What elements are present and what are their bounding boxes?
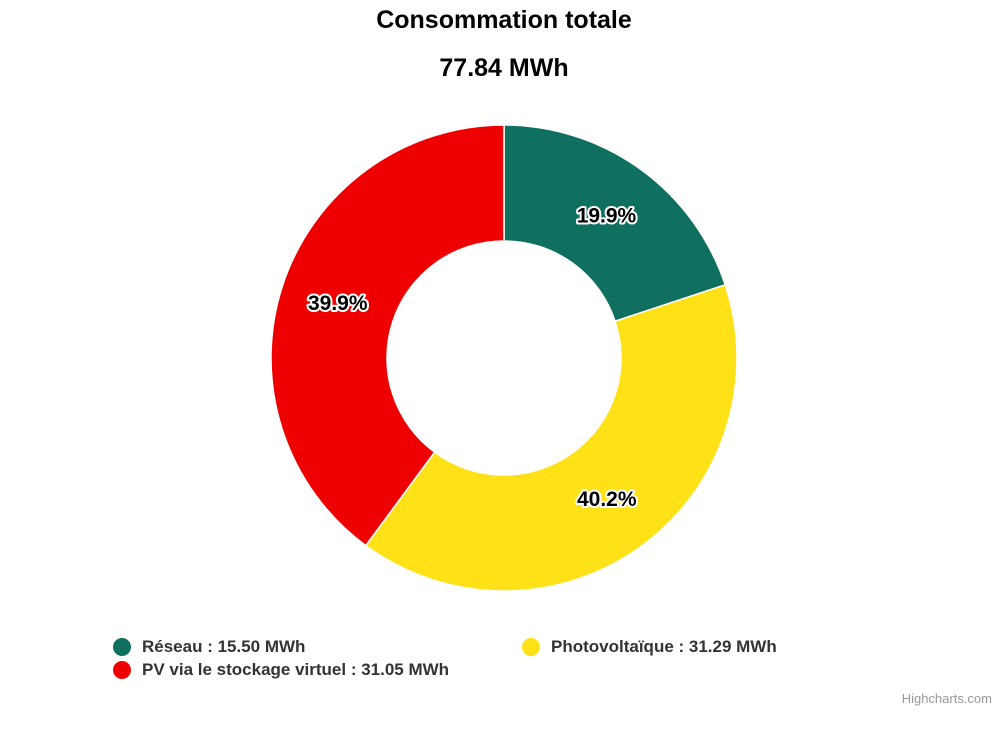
data-label-pv-via-le-stockage-virtuel: 39.9%: [308, 292, 368, 315]
credits-link[interactable]: Highcharts.com: [901, 691, 992, 706]
legend-dot-pv-stockage: [113, 661, 131, 679]
slice-reseau[interactable]: [503, 124, 727, 323]
legend-item-photovoltaique[interactable]: Photovoltaïque : 31.29 MWh: [522, 637, 777, 657]
legend-dot-reseau: [113, 638, 131, 656]
slice-photovoltaique[interactable]: [364, 283, 738, 592]
legend-label-photovoltaique: Photovoltaïque : 31.29 MWh: [551, 637, 777, 656]
legend-dot-photovoltaique: [522, 638, 540, 656]
data-label-reseau: 19.9%: [577, 205, 637, 228]
data-labels-group: 19.9% 40.2% 39.9%: [306, 203, 639, 514]
slice-pv-via-le-stockage-virtuel[interactable]: [270, 124, 505, 547]
legend-item-pv-stockage[interactable]: PV via le stockage virtuel : 31.05 MWh: [113, 660, 449, 680]
legend-item-reseau[interactable]: Réseau : 15.50 MWh: [113, 637, 305, 657]
slices-group: [270, 124, 738, 592]
chart-title: Consommation totale: [376, 6, 632, 34]
legend-label-pv-stockage: PV via le stockage virtuel : 31.05 MWh: [142, 660, 450, 679]
chart-subtitle: 77.84 MWh: [439, 54, 569, 82]
legend-label-reseau: Réseau : 15.50 MWh: [142, 637, 306, 656]
data-label-photovoltaique: 40.2%: [577, 488, 637, 511]
